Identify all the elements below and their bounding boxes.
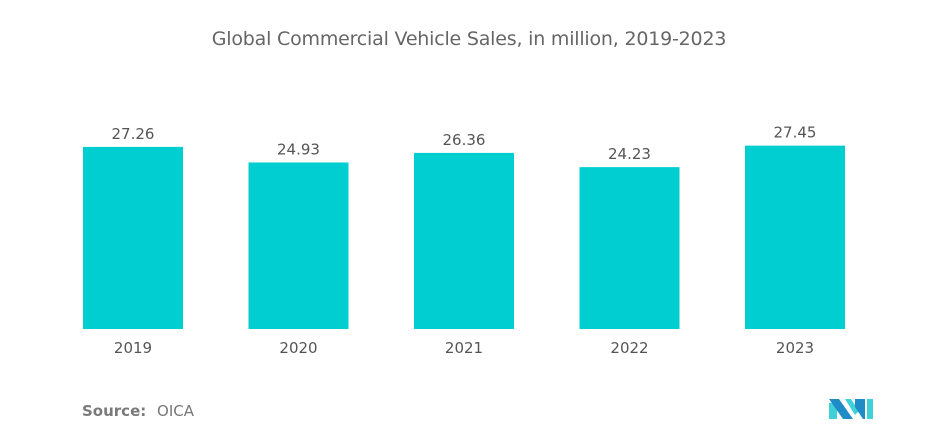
x-tick-label-2022: 2022 (610, 339, 648, 357)
source-label: Source: (82, 402, 147, 420)
bars-group (83, 145, 845, 329)
value-label-2022: 24.23 (608, 145, 651, 163)
x-tick-labels-group: 2019 2020 2021 2022 2023 (114, 339, 814, 357)
value-labels-group: 27.26 24.93 26.36 24.23 27.45 (112, 124, 817, 164)
x-tick-label-2019: 2019 (114, 339, 152, 357)
logo-shape-mid-light (845, 399, 859, 415)
logo-shape-right-dark (855, 399, 865, 419)
x-tick-label-2021: 2021 (445, 339, 483, 357)
source-value: OICA (157, 402, 194, 420)
value-label-2019: 27.26 (112, 125, 155, 143)
x-tick-label-2023: 2023 (776, 339, 814, 357)
bar-2023 (745, 145, 845, 329)
bar-2019 (83, 146, 183, 329)
logo-shape-left-dark (829, 399, 853, 419)
mordor-intelligence-logo-icon (829, 399, 873, 419)
value-label-2021: 26.36 (443, 131, 486, 149)
logo-shape-right-light (867, 399, 873, 419)
value-label-2023: 27.45 (774, 124, 817, 142)
source-note: Source: OICA (82, 402, 194, 420)
value-label-2020: 24.93 (277, 140, 320, 158)
bar-2022 (579, 167, 680, 329)
bar-2021 (414, 152, 514, 329)
x-tick-label-2020: 2020 (279, 339, 317, 357)
bar-2020 (248, 162, 349, 329)
chart-title: Global Commercial Vehicle Sales, in mill… (211, 28, 727, 50)
